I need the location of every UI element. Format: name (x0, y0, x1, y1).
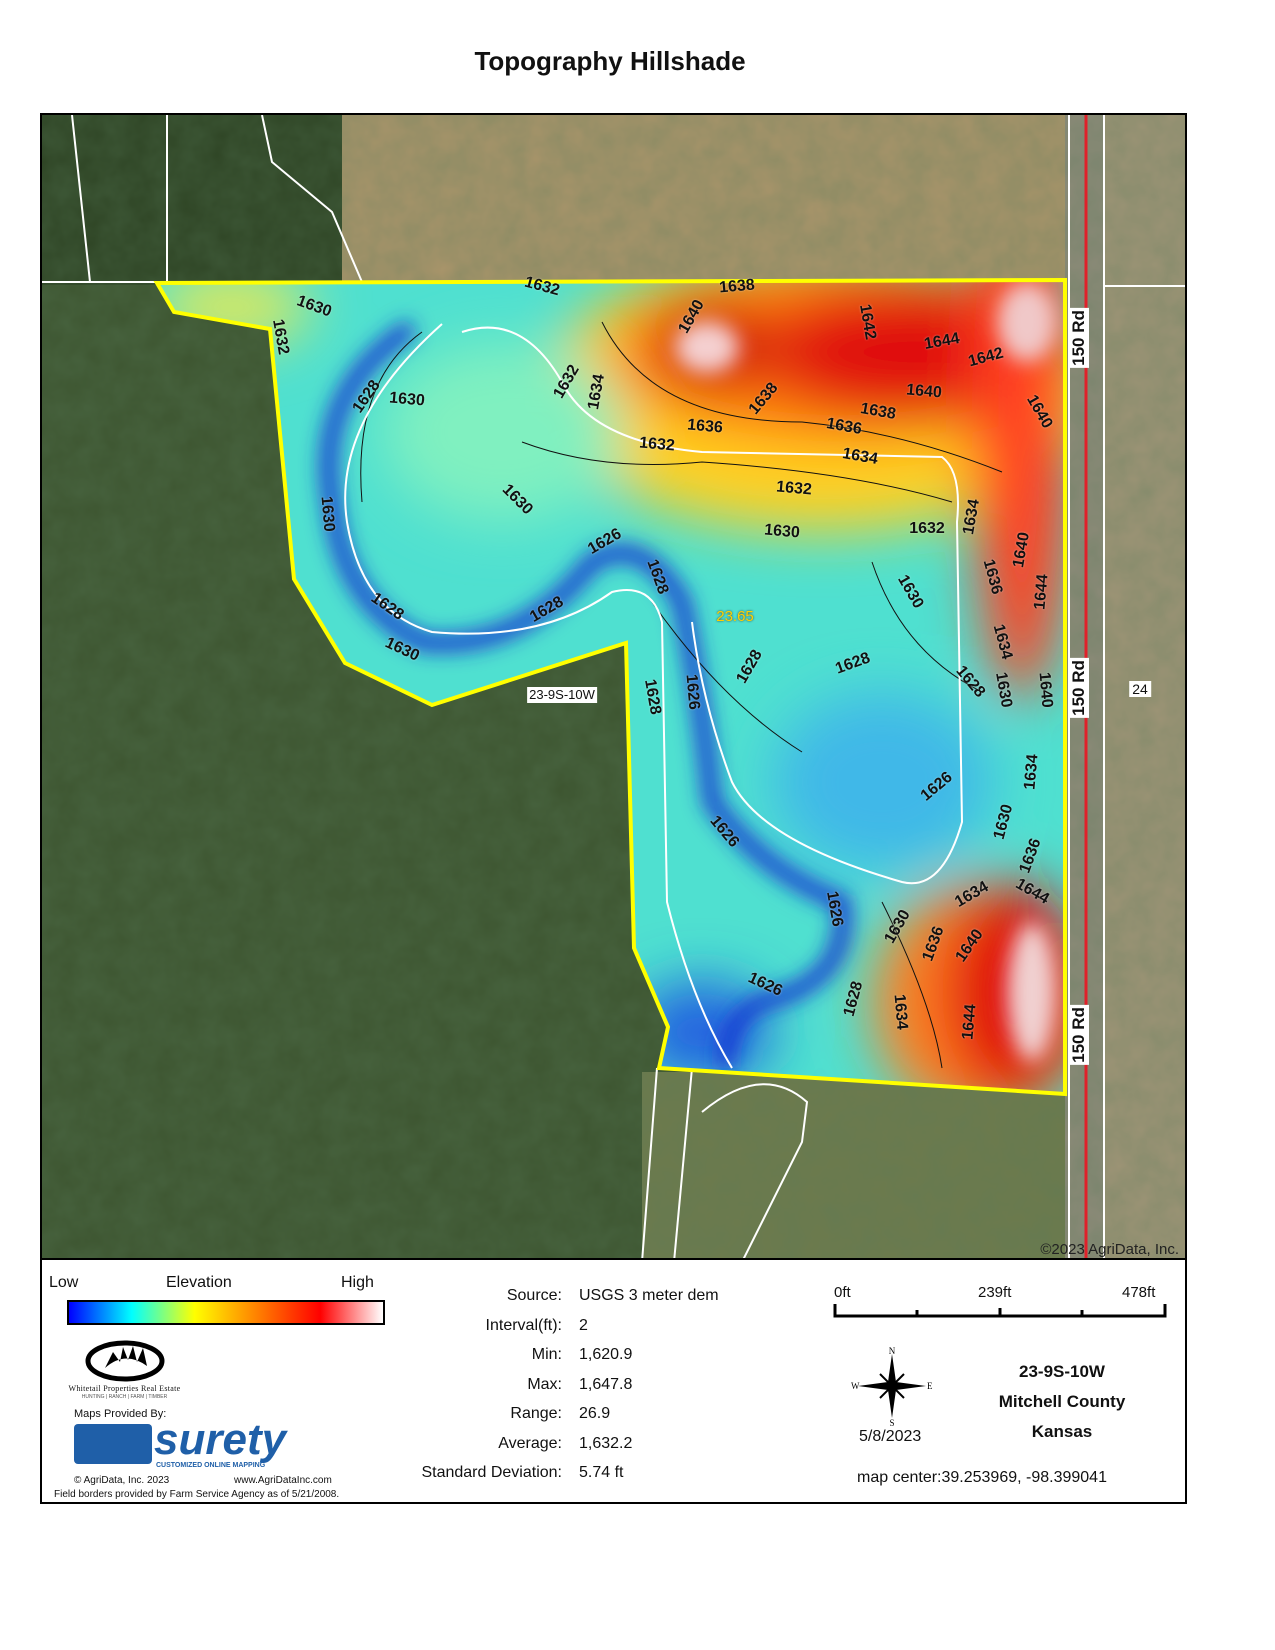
contour-label: 1634 (890, 993, 911, 1031)
stat-value: 1,647.8 (579, 1375, 633, 1393)
stat-value: 1,632.2 (579, 1434, 633, 1452)
svg-text:N: N (889, 1346, 896, 1356)
scale-bar (833, 1304, 1167, 1318)
road-label: 150 Rd (1069, 308, 1089, 368)
maps-provided-by: Maps Provided By: (74, 1408, 167, 1420)
ramp-title: Elevation (166, 1274, 232, 1291)
stat-label: Average: (498, 1434, 562, 1452)
road-label: 150 Rd (1069, 658, 1089, 718)
surety-logo: surety CUSTOMIZED ONLINE MAPPING (74, 1418, 339, 1472)
contour-label: 1640 (1035, 671, 1056, 709)
map-copyright: ©2023 AgriData, Inc. (1040, 1241, 1179, 1258)
ramp-high-label: High (341, 1274, 374, 1291)
stat-label: Interval(ft): (485, 1316, 562, 1334)
contour-label: 1626 (682, 673, 703, 711)
contour-label: 1632 (909, 520, 945, 537)
scale-label: 478ft (1122, 1284, 1156, 1301)
compass-rose-icon: N S W E (851, 1346, 933, 1426)
contour-label: 1632 (775, 478, 813, 499)
legend-panel: Low Elevation High Whitetail Properties … (40, 1260, 1187, 1504)
scale-label: 0ft (834, 1284, 851, 1301)
elevation-color-ramp (67, 1300, 385, 1325)
whitetail-logo: Whitetail Properties Real Estate HUNTING… (52, 1340, 197, 1402)
stat-label: Max: (527, 1375, 562, 1393)
field-borders-note: Field borders provided by Farm Service A… (54, 1489, 340, 1500)
contour-label: 1634 (1021, 753, 1042, 791)
contour-label: 1644 (1031, 573, 1052, 611)
contour-lines (360, 321, 1003, 1069)
ramp-low-label: Low (49, 1274, 79, 1291)
scale-label: 239ft (978, 1284, 1012, 1301)
page-title: Topography Hillshade (474, 46, 746, 76)
svg-text:S: S (889, 1418, 894, 1426)
svg-text:W: W (851, 1381, 860, 1391)
map-center: map center:39.253969, -98.399041 (857, 1469, 1107, 1486)
contour-label: 1630 (763, 521, 801, 542)
contour-label: 1630 (388, 389, 426, 410)
section-label: 24 (1129, 681, 1151, 697)
stat-value: 5.74 ft (579, 1464, 624, 1481)
stat-label: Range: (510, 1405, 562, 1422)
map-imagery (42, 115, 1185, 1258)
creek-channel (320, 320, 851, 1069)
contour-label: 1638 (718, 276, 756, 297)
stat-value: USGS 3 meter dem (579, 1287, 719, 1304)
contour-label: 1630 (317, 495, 338, 533)
road-label: 150 Rd (1069, 1005, 1089, 1065)
contour-label: 1644 (959, 1003, 980, 1041)
location-county: Mitchell County (998, 1392, 1126, 1411)
contour-label: 1632 (638, 434, 676, 455)
stat-label: Min: (531, 1346, 562, 1363)
stat-label: Standard Deviation: (421, 1464, 562, 1481)
agridata-url: www.AgriDataInc.com (234, 1475, 332, 1486)
location-state: Kansas (1031, 1422, 1093, 1441)
contour-label: 1636 (686, 416, 724, 437)
contour-label: 1640 (905, 381, 943, 402)
parcel-label: 23-9S-10W (527, 687, 597, 703)
elevation-stats: Source: USGS 3 meter dem Interval(ft): 2 Min… (382, 1286, 782, 1496)
stat-value: 1,620.9 (579, 1346, 633, 1363)
stat-value: 26.9 (579, 1405, 611, 1422)
map-view[interactable]: 1632 1638 1630 1632 1640 1642 1644 1642 1628 1630… (40, 113, 1187, 1260)
svg-text:E: E (927, 1381, 933, 1391)
area-label: 23.65 (716, 608, 754, 625)
field-boundary[interactable] (153, 277, 1067, 1097)
location-section: 23-9S-10W (1019, 1362, 1105, 1381)
stat-value: 2 (579, 1316, 588, 1334)
agridata-copyright: © AgriData, Inc. 2023 (74, 1475, 170, 1486)
map-date: 5/8/2023 (859, 1428, 922, 1445)
stat-label: Source: (506, 1287, 562, 1304)
